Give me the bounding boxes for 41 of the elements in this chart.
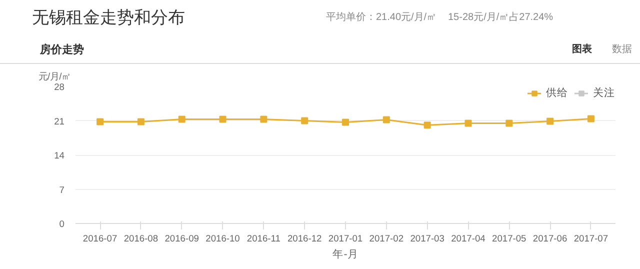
y-tick-label: 0 bbox=[59, 219, 65, 229]
y-tick-label: 28 bbox=[54, 82, 65, 92]
point bbox=[342, 118, 349, 126]
x-tick-label: 2017-03 bbox=[410, 234, 444, 244]
chart-title: 无锡租金走势和分布 bbox=[32, 7, 185, 29]
x-tick-label: 2017-06 bbox=[532, 234, 568, 244]
point bbox=[382, 116, 390, 124]
point bbox=[219, 116, 226, 123]
legend-label: 关注 bbox=[593, 86, 615, 100]
point bbox=[96, 118, 104, 126]
x-tick-label: 2017-07 bbox=[574, 234, 608, 244]
x-tick-label: 2016-11 bbox=[246, 234, 280, 244]
point bbox=[464, 120, 472, 127]
y-tick-label: 7 bbox=[59, 184, 65, 195]
y-tick-label: 14 bbox=[54, 150, 65, 160]
point bbox=[546, 118, 554, 125]
text: 数据 bbox=[612, 43, 632, 57]
x-tick-label: 2016-07 bbox=[82, 234, 118, 244]
point bbox=[260, 116, 268, 123]
chart-subtitle: 房价走势 bbox=[40, 43, 84, 58]
x-tick-label: 2016-12 bbox=[287, 234, 322, 244]
x-tick-label: 2016-09 bbox=[164, 234, 199, 244]
x-axis-title: 年-月 bbox=[332, 248, 358, 260]
text: 15-28元/月/㎡占27.24% bbox=[448, 11, 554, 25]
y-axis-title: 元/月/㎡ bbox=[38, 72, 71, 82]
text: 图表 bbox=[572, 43, 592, 57]
text: 平均单价：21.40元/月/㎡ bbox=[326, 11, 437, 25]
x-tick-label: 2016-08 bbox=[124, 234, 158, 244]
point bbox=[137, 118, 144, 126]
point bbox=[424, 122, 431, 129]
x-tick-label: 2017-02 bbox=[369, 234, 404, 244]
point bbox=[587, 115, 594, 122]
x-tick-label: 2017-05 bbox=[492, 234, 526, 244]
point bbox=[506, 120, 513, 127]
y-tick-label: 21 bbox=[54, 116, 65, 126]
point bbox=[301, 117, 308, 124]
x-tick-label: 2016-10 bbox=[206, 234, 240, 244]
point bbox=[178, 116, 186, 123]
x-tick-label: 2017-01 bbox=[328, 234, 363, 244]
x-tick-label: 2017-04 bbox=[451, 234, 486, 244]
legend-label: 供给 bbox=[546, 86, 568, 100]
